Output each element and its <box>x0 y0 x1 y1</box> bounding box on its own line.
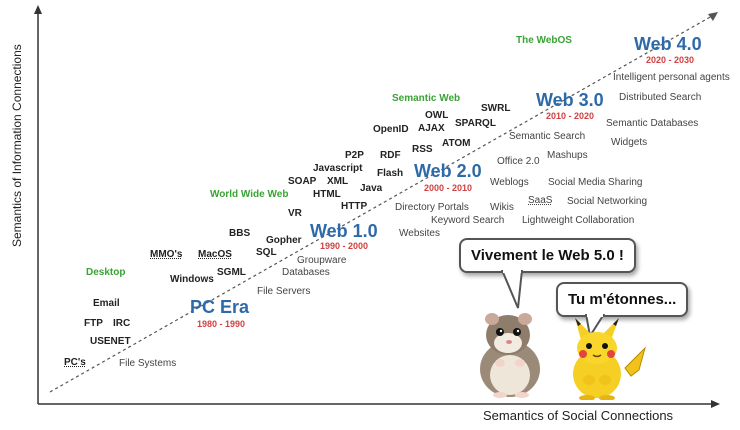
y-axis-label: Semantics of Information Connections <box>10 44 24 247</box>
term-weblogs: Weblogs <box>490 177 529 188</box>
era-web3-years: 2010 - 2020 <box>546 111 595 121</box>
term-sparql: SPARQL <box>455 118 496 129</box>
pikachu-speech-bubble: Tu m'étonnes... <box>556 282 689 317</box>
term-swrl: SWRL <box>481 103 511 114</box>
term-semantic-search: Semantic Search <box>509 131 586 142</box>
term-intelligent-agents: Intelligent personal agents <box>613 72 730 83</box>
era-web4: Web 4.0 <box>634 34 702 54</box>
term-mmos: MMO's <box>150 249 183 260</box>
term-widgets: Widgets <box>611 137 648 148</box>
term-distributed-search: Distributed Search <box>619 92 702 103</box>
term-file-systems: File Systems <box>119 358 177 369</box>
term-ftp: FTP <box>84 318 103 329</box>
pikachu-bubble-tail <box>584 314 606 339</box>
era-web2: Web 2.0 <box>414 161 482 181</box>
term-windows: Windows <box>170 274 214 285</box>
term-ajax: AJAX <box>418 123 445 134</box>
hamster-bubble-tail <box>500 270 524 309</box>
term-mashups: Mashups <box>547 150 588 161</box>
era-pc: PC Era <box>190 297 250 317</box>
term-http: HTTP <box>341 201 368 212</box>
category-desktop: Desktop <box>86 267 126 278</box>
term-social-networking: Social Networking <box>567 196 648 207</box>
term-xml: XML <box>327 176 349 187</box>
x-axis-label: Semantics of Social Connections <box>483 408 674 423</box>
term-saas: SaaS <box>528 195 553 206</box>
term-atom: ATOM <box>442 138 471 149</box>
x-axis-arrow <box>711 400 720 408</box>
term-pcs: PC's <box>64 357 86 368</box>
term-html: HTML <box>313 189 341 200</box>
term-email: Email <box>93 298 120 309</box>
era-web1: Web 1.0 <box>310 221 378 241</box>
category-webos: The WebOS <box>516 35 572 46</box>
term-groupware: Groupware <box>297 255 347 266</box>
term-social-media-sharing: Social Media Sharing <box>548 177 643 188</box>
term-openid: OpenID <box>373 124 409 135</box>
term-directory-portals: Directory Portals <box>395 202 469 213</box>
term-office20: Office 2.0 <box>497 156 540 167</box>
term-macos: MacOS <box>198 249 232 260</box>
term-java: Java <box>360 183 383 194</box>
term-lightweight-collab: Lightweight Collaboration <box>522 215 635 226</box>
era-web2-years: 2000 - 2010 <box>424 183 473 193</box>
term-gopher: Gopher <box>266 235 302 246</box>
term-file-servers: File Servers <box>257 286 311 297</box>
term-javascript: Javascript <box>313 163 363 174</box>
term-usenet: USENET <box>90 336 131 347</box>
term-p2p: P2P <box>345 150 364 161</box>
category-semantic-web: Semantic Web <box>392 93 461 104</box>
term-keyword-search: Keyword Search <box>431 215 505 226</box>
category-www: World Wide Web <box>210 189 289 200</box>
term-soap: SOAP <box>288 176 317 187</box>
term-owl: OWL <box>425 110 449 121</box>
term-vr: VR <box>288 208 302 219</box>
term-sgml: SGML <box>217 267 246 278</box>
trend-arrow <box>708 12 718 21</box>
hamster-speech-bubble: Vivement le Web 5.0 ! <box>459 238 636 273</box>
term-databases: Databases <box>282 267 330 278</box>
era-pc-years: 1980 - 1990 <box>197 319 246 329</box>
era-web3: Web 3.0 <box>536 90 604 110</box>
term-wikis: Wikis <box>490 202 514 213</box>
term-flash: Flash <box>377 168 404 179</box>
term-bbs: BBS <box>229 228 251 239</box>
era-web1-years: 1990 - 2000 <box>320 241 369 251</box>
era-web4-years: 2020 - 2030 <box>646 55 695 65</box>
y-axis-arrow <box>34 5 42 14</box>
term-irc: IRC <box>113 318 131 329</box>
pikachu-image <box>573 318 646 400</box>
hamster-image <box>480 313 540 398</box>
trend-line <box>49 15 713 393</box>
term-rss: RSS <box>412 144 433 155</box>
term-semantic-databases: Semantic Databases <box>606 118 699 129</box>
term-websites: Websites <box>399 228 440 239</box>
term-rdf: RDF <box>380 150 401 161</box>
term-sql: SQL <box>256 247 277 258</box>
